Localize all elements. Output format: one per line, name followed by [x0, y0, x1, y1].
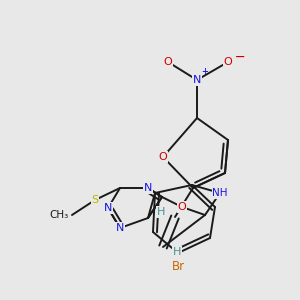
Text: CH₃: CH₃ — [50, 210, 69, 220]
Text: N: N — [116, 223, 124, 233]
Text: NH: NH — [212, 188, 228, 198]
Text: Br: Br — [171, 260, 184, 274]
Text: S: S — [92, 195, 99, 205]
Text: O: O — [164, 57, 172, 67]
Text: N: N — [144, 183, 152, 193]
Text: N: N — [193, 75, 201, 85]
Text: N: N — [193, 75, 201, 85]
Text: H: H — [157, 207, 165, 217]
Text: N: N — [104, 203, 112, 213]
Text: O: O — [178, 202, 186, 212]
Text: −: − — [235, 50, 245, 64]
Text: H: H — [157, 207, 165, 217]
Text: O: O — [224, 57, 232, 67]
Text: −: − — [235, 50, 245, 64]
Text: N: N — [116, 223, 124, 233]
Text: N: N — [104, 203, 112, 213]
Text: O: O — [159, 152, 167, 162]
Text: +: + — [202, 68, 208, 76]
Text: N: N — [144, 183, 152, 193]
Text: O: O — [178, 202, 186, 212]
Text: Br: Br — [171, 260, 184, 274]
Text: O: O — [164, 57, 172, 67]
Text: S: S — [92, 195, 99, 205]
Text: NH: NH — [212, 188, 228, 198]
Text: +: + — [202, 68, 208, 76]
Text: H: H — [173, 247, 181, 257]
Text: O: O — [159, 152, 167, 162]
Text: H: H — [173, 247, 181, 257]
Text: O: O — [224, 57, 232, 67]
